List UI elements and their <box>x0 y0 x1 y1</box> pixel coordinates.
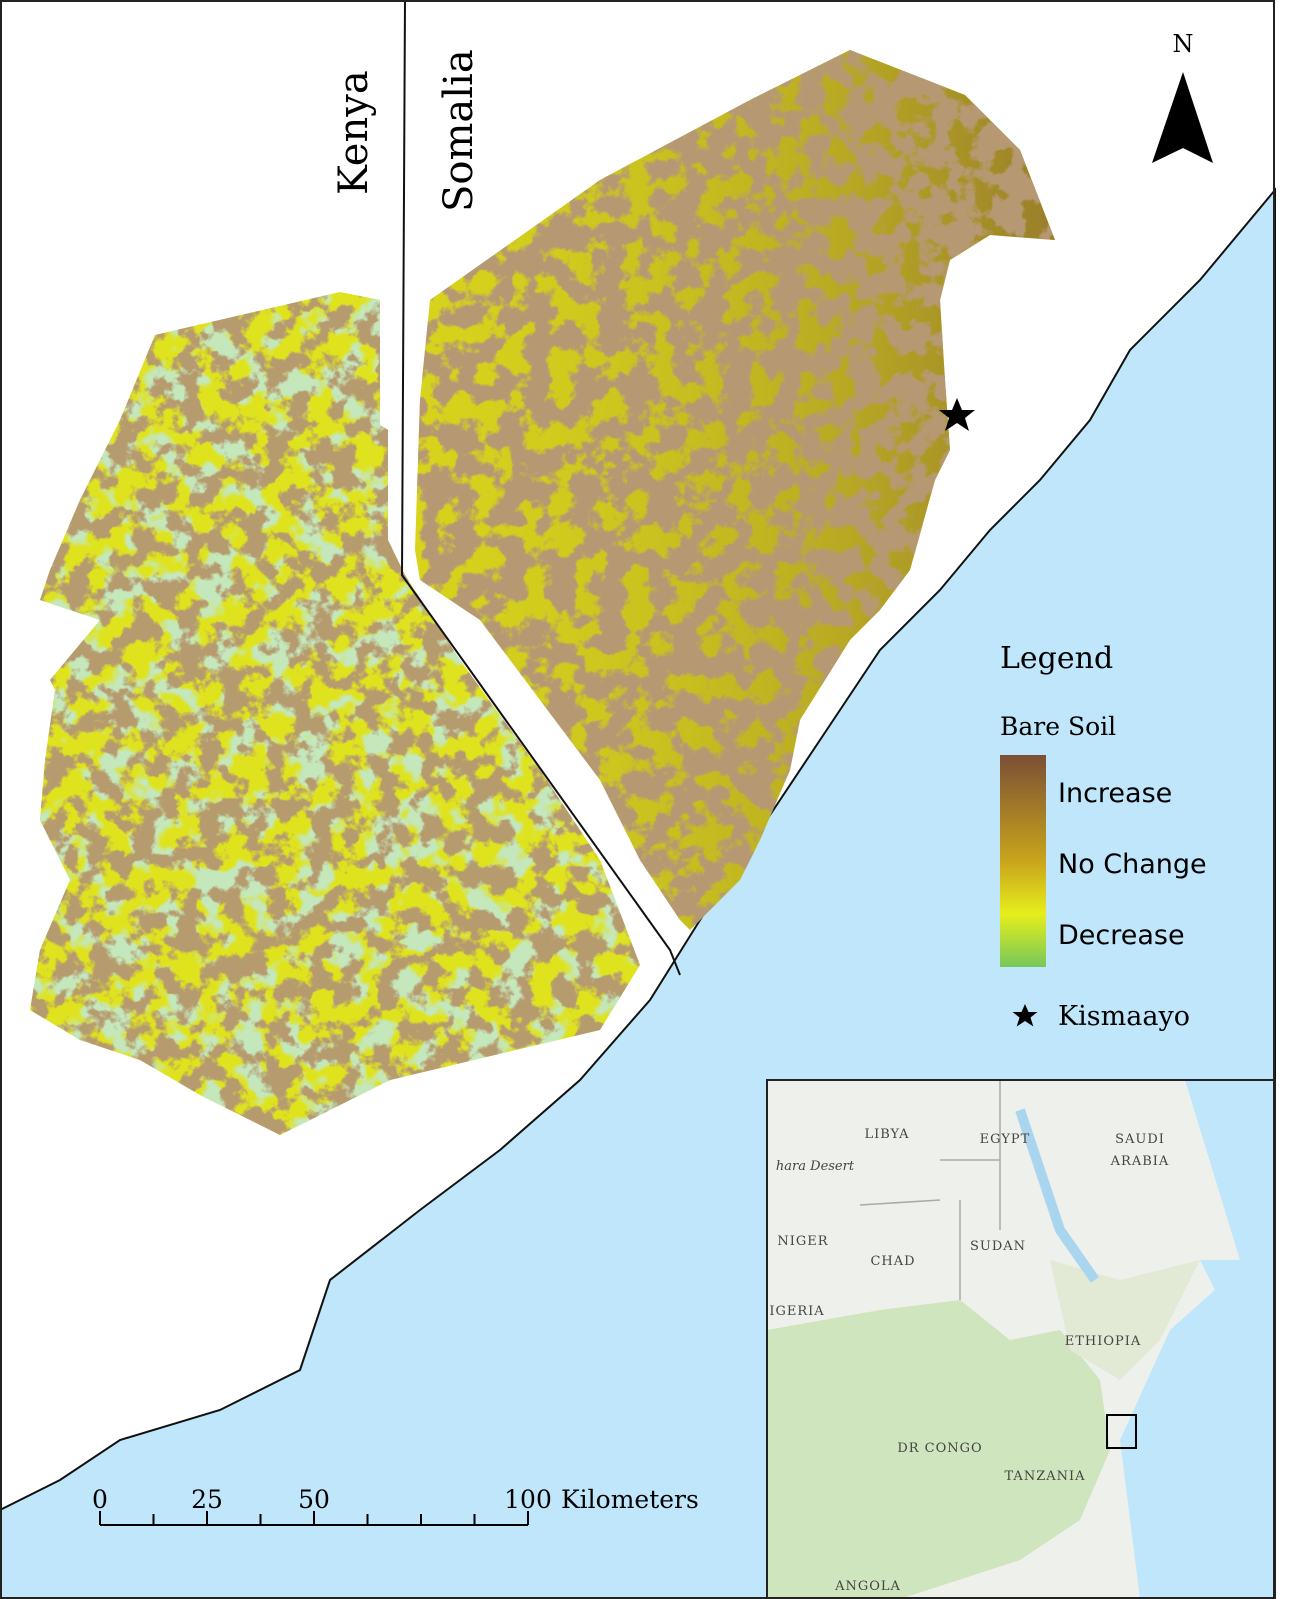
country-label: Kenya <box>331 70 377 195</box>
inset-map <box>766 1079 1276 1599</box>
inset-label: ETHIOPIA <box>1065 1334 1142 1349</box>
inset-label: ARABIA <box>1110 1154 1170 1169</box>
scale-tick-label: 100 <box>504 1485 552 1514</box>
inset-label: LIBYA <box>864 1127 909 1142</box>
inset-label: DR CONGO <box>897 1441 982 1456</box>
scale-unit: Kilometers <box>561 1485 699 1514</box>
scale-tick-label: 50 <box>298 1485 330 1514</box>
inset-label: TANZANIA <box>1004 1469 1085 1484</box>
legend-ramp <box>1000 755 1046 967</box>
inset-label: NIGER <box>777 1234 828 1249</box>
kismaayo-star <box>939 398 975 431</box>
inset-label: CHAD <box>870 1254 915 1269</box>
legend-star <box>1012 1004 1038 1027</box>
inset-label: SUDAN <box>970 1239 1026 1254</box>
inset-label: IGERIA <box>769 1304 824 1319</box>
country-label: Somalia <box>436 49 482 212</box>
north-arrow <box>1152 72 1213 163</box>
legend-class: No Change <box>1058 849 1207 880</box>
inset-label: ANGOLA <box>834 1579 901 1594</box>
legend-point: Kismaayo <box>1058 1001 1190 1032</box>
inset-label: hara Desert <box>776 1159 855 1174</box>
inset-label: SAUDI <box>1115 1132 1165 1147</box>
legend-class: Increase <box>1058 778 1172 809</box>
legend: Legend Bare Soil Increase No Change Decr… <box>1000 641 1207 1032</box>
north-label: N <box>1173 30 1194 58</box>
legend-subtitle: Bare Soil <box>1000 712 1116 741</box>
scale-tick-label: 0 <box>92 1485 108 1514</box>
inset-labels: LIBYA EGYPT SAUDI ARABIA hara Desert NIGER CHA… <box>769 1127 1170 1594</box>
legend-class: Decrease <box>1058 920 1185 951</box>
scale-tick-label: 25 <box>191 1485 223 1514</box>
legend-title: Legend <box>1000 641 1113 676</box>
inset-label: EGYPT <box>980 1132 1031 1147</box>
border-line <box>400 0 681 976</box>
scale-bar: 0 25 50 100 Kilometers <box>92 1485 699 1526</box>
